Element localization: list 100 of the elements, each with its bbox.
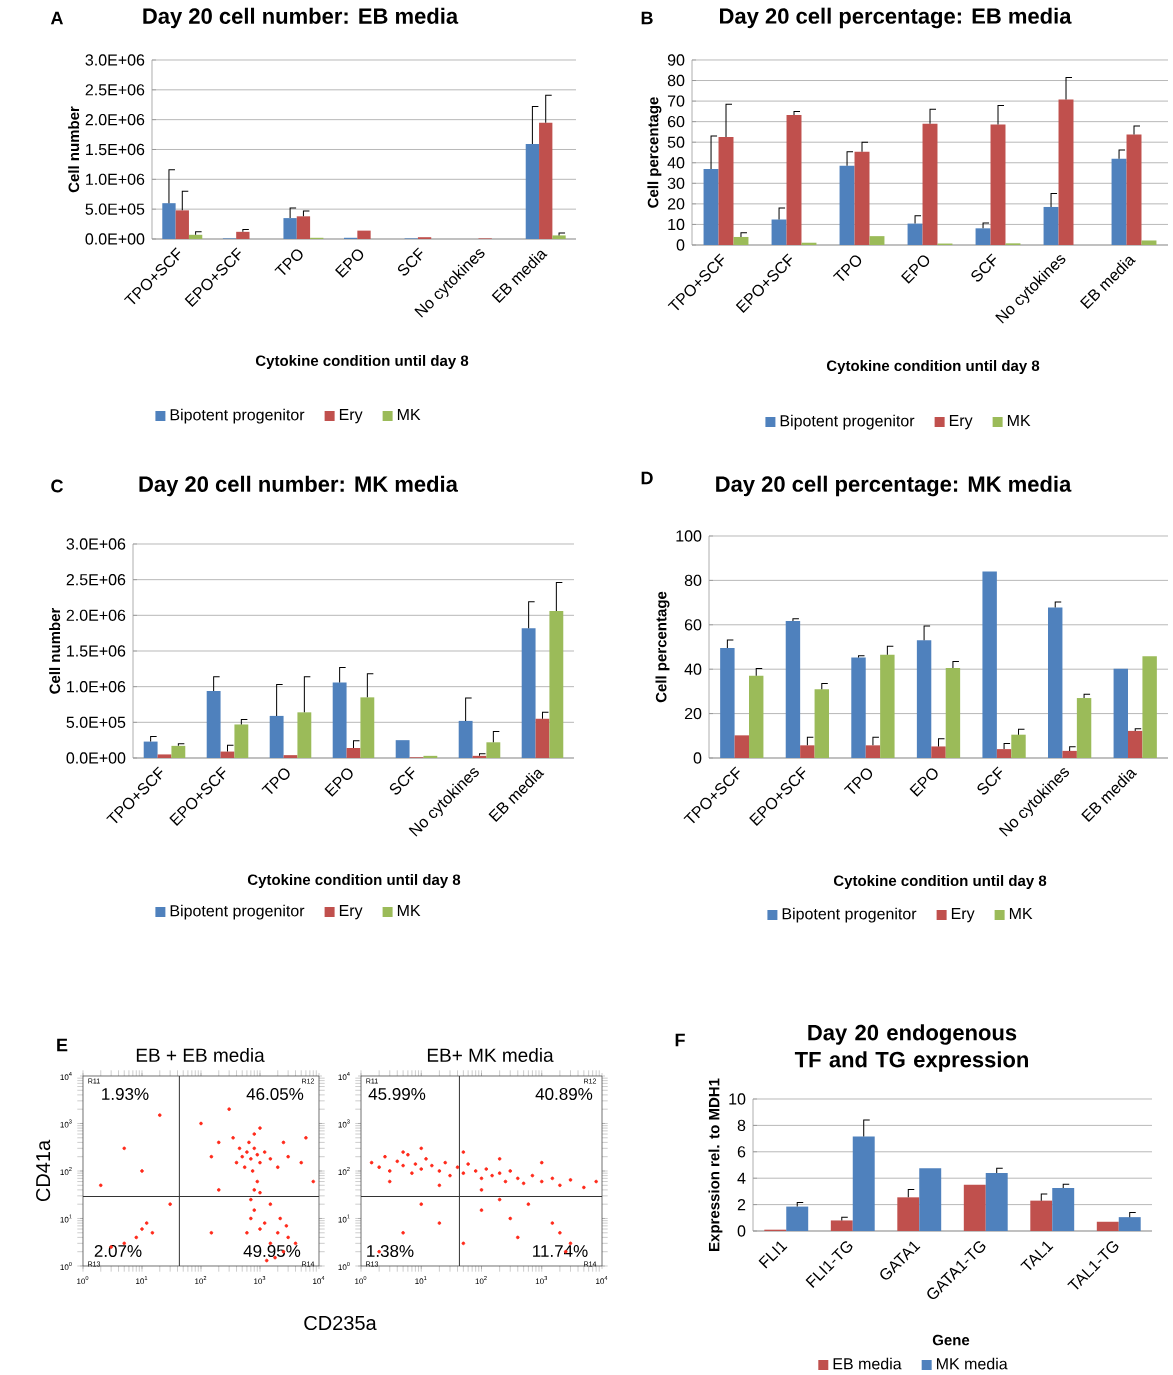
bar [996,749,1012,758]
y-tick-label: 1.5E+06 [67,645,126,657]
y-tick-label: 0 [693,752,702,764]
legend-label: MK media [936,1357,1008,1370]
bar [1052,1188,1075,1231]
bar [931,746,946,758]
y-tick-label: 60 [684,619,702,631]
bar [718,137,734,245]
chart-title: Day 20 endogenous TF and TG expression [794,1024,1028,1072]
y-tick-label: 10$^{2}$ [338,1166,350,1175]
bar [1058,99,1074,245]
bar [283,218,297,239]
y-tick-label: 2.5E+06 [85,84,145,96]
bar [749,675,764,758]
bar [851,657,866,758]
x-axis-title: Cytokine condition until day 8 [255,355,469,369]
y-tick-label: 80 [667,74,685,87]
bar [549,611,564,758]
y-tick-label: 10$^{2}$ [60,1166,72,1175]
legend-label: Ery [951,907,975,923]
bar [188,234,203,239]
legend-label: Bipotent progenitor [170,408,305,424]
bar [1062,750,1077,758]
x-axis-title: Gene [932,1334,970,1346]
y-axis-title: Cell number [49,607,61,694]
bar [525,144,540,239]
bar [916,640,932,758]
y-tick-label: 10 [668,218,685,231]
bar [206,690,221,758]
bar [814,689,829,758]
bar [869,236,885,245]
y-tick-label: 10$^{4}$ [338,1072,350,1080]
bar [922,123,938,245]
bar [854,151,870,245]
bar [785,621,801,758]
bar [486,742,501,758]
bar [839,165,855,245]
y-tick-label: 4 [737,1172,746,1184]
bar [880,654,895,758]
y-tick-label: 1.5E+06 [86,143,145,156]
y-tick-label: 5.0E+05 [66,716,126,728]
bar [1096,1221,1119,1231]
y-tick-label: 0.0E+00 [66,752,126,764]
x-tick-label: TPO [261,768,290,795]
y-tick-label: 10$^{1}$ [60,1214,72,1223]
bar [395,740,410,758]
y-tick-label: 10$^{1}$ [338,1214,350,1223]
bar [990,124,1006,245]
bar [423,755,438,758]
y-tick-label: 10$^{3}$ [60,1119,72,1128]
bar [733,236,749,245]
legend-label: MK [397,408,421,420]
chart-title: Day 20 cell percentage: MK media [716,475,1072,497]
y-tick-label: 2.0E+06 [66,609,126,621]
annotation: 45.99% [368,1087,426,1100]
chart-title: Day 20 cell number: MK media [139,475,459,497]
bar [360,697,375,758]
y-axis-title: Expression rel. to MDH1 [708,1078,723,1251]
bar [535,718,550,758]
chart-title: Day 20 cell number: EB media [143,7,459,29]
bar [1111,158,1127,245]
bar [703,168,719,245]
x-tick-label: 10$^{3}$ [254,1276,266,1285]
y-tick-label: 6 [737,1146,746,1158]
legend-label: Bipotent progenitor [170,904,305,920]
legend-label: MK [397,904,421,916]
annotation: 1.93% [102,1087,149,1100]
text: F [675,1033,685,1047]
y-tick-label: 2 [737,1199,746,1211]
y-tick-label: 20 [684,707,702,720]
bar [458,720,473,758]
x-axis-title: CD235a [304,1315,377,1331]
bar [1043,206,1059,245]
bar [1142,656,1157,758]
bar [982,571,997,758]
bar [296,216,311,239]
bar [234,724,249,758]
x-axis-title: Cytokine condition until day 8 [826,360,1040,374]
x-tick-label: 10$^{4}$ [596,1276,608,1285]
y-axis-title: CD41a [36,1139,51,1202]
y-tick-label: 10 [729,1093,746,1105]
y-tick-label: 3.0E+06 [85,54,145,66]
annotation: 46.05% [246,1087,304,1100]
y-tick-label: 8 [737,1119,746,1132]
text: E [57,1038,68,1052]
y-tick-label: 100 [676,530,702,542]
bar [162,203,176,239]
bar [919,1168,942,1231]
y-tick-label: 50 [667,136,685,148]
annotation: 40.89% [535,1087,593,1100]
bar [283,755,298,758]
x-tick-label: TPO [274,249,303,276]
bar [1126,134,1142,245]
y-tick-label: 0 [676,239,685,251]
x-tick-label: 10$^{2}$ [195,1276,207,1285]
legend-label: Ery [339,408,363,424]
bar [1128,730,1143,758]
annotation: 1.38% [367,1245,414,1258]
bar [771,219,787,245]
bar [539,122,553,239]
